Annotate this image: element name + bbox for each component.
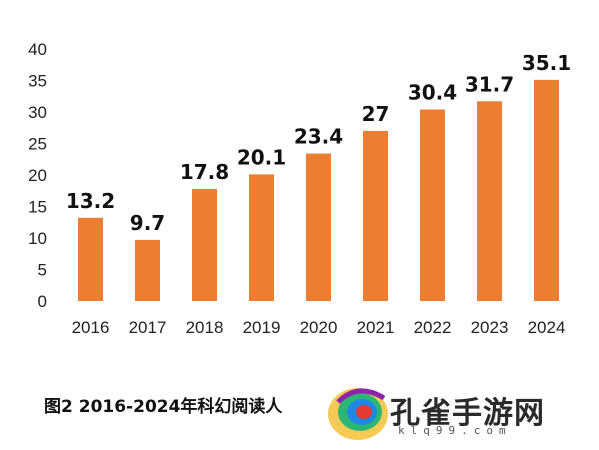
y-axis: 0 5 10 15 20 25 30 35 40 <box>28 40 47 311</box>
y-tick-label: 40 <box>28 40 47 59</box>
y-tick-label: 25 <box>28 135 47 154</box>
y-tick-label: 5 <box>38 261 47 280</box>
y-tick-label: 35 <box>28 72 47 91</box>
y-tick-label: 30 <box>28 103 47 122</box>
data-label-2018: 17.8 <box>180 160 229 184</box>
bar-2018 <box>192 188 217 301</box>
y-tick-label: 20 <box>28 166 47 185</box>
bar-2019 <box>249 174 274 301</box>
x-tick-label: 2024 <box>528 318 566 337</box>
bars <box>78 79 559 302</box>
data-label-2021: 27 <box>362 102 390 126</box>
x-tick-label: 2020 <box>300 318 338 337</box>
data-label-2022: 30.4 <box>408 80 457 104</box>
data-label-2017: 9.7 <box>130 211 165 235</box>
x-tick-label: 2017 <box>129 318 167 337</box>
peacock-logo-icon <box>318 378 599 446</box>
y-tick-label: 15 <box>28 198 47 217</box>
data-label-2019: 20.1 <box>237 145 286 169</box>
watermark-logo <box>318 372 599 446</box>
x-tick-label: 2023 <box>471 318 509 337</box>
watermark-url: klq99.com <box>398 424 512 437</box>
bar-2017 <box>135 239 160 301</box>
bar-2022 <box>420 109 445 301</box>
figure-caption: 图2 2016-2024年科幻阅读人 <box>44 397 283 417</box>
watermark-brand: 孔雀手游网 <box>390 396 545 431</box>
bar-2021 <box>363 130 388 301</box>
x-tick-label: 2019 <box>243 318 281 337</box>
data-label-2020: 23.4 <box>294 125 343 149</box>
y-tick-label: 0 <box>38 292 47 311</box>
bar-2024 <box>534 79 559 302</box>
data-label-2023: 31.7 <box>465 72 514 96</box>
data-label-2016: 13.2 <box>66 189 115 213</box>
y-tick-label: 10 <box>28 229 47 248</box>
data-label-2024: 35.1 <box>522 51 571 75</box>
bar-2020 <box>306 153 331 301</box>
x-tick-label: 2016 <box>72 318 110 337</box>
bar-2023 <box>477 101 502 301</box>
bar-2016 <box>78 217 103 301</box>
x-tick-label: 2022 <box>414 318 452 337</box>
x-tick-label: 2018 <box>186 318 224 337</box>
data-labels: 13.2 9.7 17.8 20.1 23.4 27 30.4 31.7 35.1 <box>66 51 571 235</box>
x-tick-label: 2021 <box>357 318 395 337</box>
x-axis: 2016 2017 2018 2019 2020 2021 2022 2023 2024 <box>72 318 566 337</box>
